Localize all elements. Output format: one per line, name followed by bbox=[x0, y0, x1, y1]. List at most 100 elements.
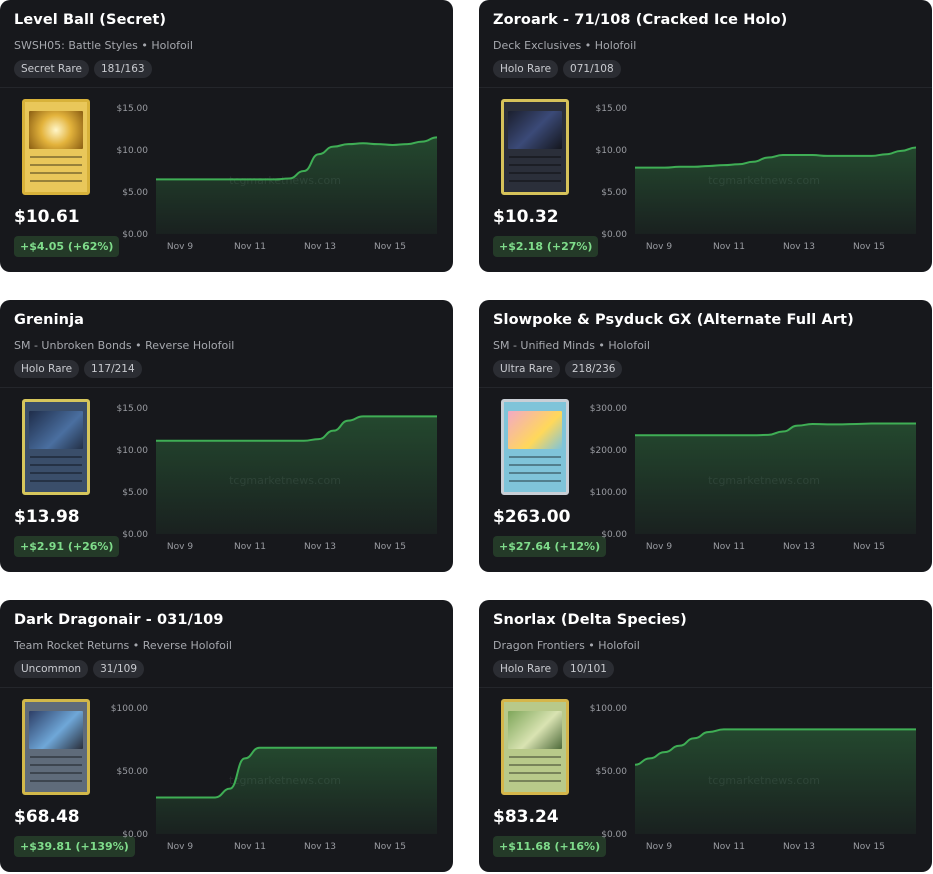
y-tick-label: $15.00 bbox=[117, 104, 149, 114]
price-card[interactable]: Slowpoke & Psyduck GX (Alternate Full Ar… bbox=[479, 300, 932, 572]
price-line bbox=[635, 422, 916, 437]
y-tick-label: $0.00 bbox=[601, 230, 627, 240]
rarity-badge: Ultra Rare bbox=[493, 360, 560, 378]
x-tick-label: Nov 15 bbox=[853, 242, 885, 252]
y-tick-label: $5.00 bbox=[601, 188, 627, 198]
x-tick-label: Nov 11 bbox=[713, 242, 745, 252]
card-subtitle: Team Rocket Returns • Reverse Holofoil bbox=[14, 639, 232, 652]
badge-row: Ultra Rare 218/236 bbox=[493, 360, 623, 378]
x-tick-label: Nov 11 bbox=[234, 242, 266, 252]
card-image[interactable] bbox=[22, 699, 90, 795]
card-subtitle: SM - Unbroken Bonds • Reverse Holofoil bbox=[14, 339, 235, 352]
card-title[interactable]: Snorlax (Delta Species) bbox=[493, 612, 687, 628]
card-text-line bbox=[509, 180, 561, 182]
card-text-line bbox=[30, 172, 82, 174]
card-title[interactable]: Greninja bbox=[14, 312, 85, 328]
x-tick-label: Nov 15 bbox=[374, 242, 406, 252]
card-text-line bbox=[509, 464, 561, 466]
card-text-line bbox=[509, 480, 561, 482]
price-area bbox=[635, 147, 916, 234]
price-change-badge: +$4.05 (+62%) bbox=[14, 236, 120, 257]
card-image[interactable] bbox=[501, 699, 569, 795]
y-tick-label: $100.00 bbox=[590, 488, 627, 498]
card-text-line bbox=[509, 764, 561, 766]
divider bbox=[0, 387, 453, 388]
y-tick-label: $5.00 bbox=[122, 488, 148, 498]
price-area bbox=[156, 416, 437, 534]
x-tick-label: Nov 11 bbox=[234, 842, 266, 852]
y-tick-label: $0.00 bbox=[122, 530, 148, 540]
x-tick-label: Nov 13 bbox=[783, 842, 815, 852]
divider bbox=[479, 687, 932, 688]
y-tick-label: $0.00 bbox=[601, 530, 627, 540]
card-subtitle: Deck Exclusives • Holofoil bbox=[493, 39, 637, 52]
x-tick-label: Nov 9 bbox=[646, 842, 672, 852]
card-text-line bbox=[30, 456, 82, 458]
card-text-line bbox=[30, 472, 82, 474]
card-text-line bbox=[30, 480, 82, 482]
card-number-badge: 218/236 bbox=[564, 360, 623, 378]
price-change-badge: +$2.18 (+27%) bbox=[493, 236, 599, 257]
card-image[interactable] bbox=[22, 399, 90, 495]
y-tick-label: $15.00 bbox=[596, 104, 628, 114]
price-line bbox=[635, 146, 917, 169]
card-subtitle: Dragon Frontiers • Holofoil bbox=[493, 639, 640, 652]
x-tick-label: Nov 9 bbox=[167, 242, 193, 252]
rarity-badge: Uncommon bbox=[14, 660, 89, 678]
card-text-line bbox=[509, 156, 561, 158]
card-number-badge: 181/163 bbox=[93, 60, 152, 78]
divider bbox=[0, 687, 453, 688]
y-tick-label: $10.00 bbox=[596, 146, 628, 156]
x-tick-label: Nov 11 bbox=[713, 842, 745, 852]
price-chart: $300.00 $200.00 $100.00 $0.00 Nov 9 Nov 11 Nov… bbox=[590, 404, 917, 552]
current-price: $68.48 bbox=[14, 807, 80, 827]
x-tick-label: Nov 13 bbox=[783, 542, 815, 552]
price-chart: $100.00 $50.00 $0.00 Nov 9 Nov 11 Nov 13 Nov 1… bbox=[590, 704, 917, 852]
card-text-line bbox=[30, 772, 82, 774]
card-art bbox=[29, 711, 83, 749]
x-tick-label: Nov 9 bbox=[167, 542, 193, 552]
divider bbox=[479, 387, 932, 388]
rarity-badge: Secret Rare bbox=[14, 60, 89, 78]
current-price: $13.98 bbox=[14, 507, 80, 527]
price-change-badge: +$27.64 (+12%) bbox=[493, 536, 607, 557]
price-chart: $15.00 $10.00 $5.00 $0.00 Nov 9 Nov 11 Nov 13 N… bbox=[117, 104, 438, 252]
card-image[interactable] bbox=[501, 399, 569, 495]
y-tick-label: $50.00 bbox=[596, 767, 628, 777]
card-text-line bbox=[509, 472, 561, 474]
card-image[interactable] bbox=[501, 99, 569, 195]
price-area bbox=[156, 137, 437, 234]
card-title[interactable]: Dark Dragonair - 031/109 bbox=[14, 612, 224, 628]
price-card[interactable]: Zoroark - 71/108 (Cracked Ice Holo) Deck … bbox=[479, 0, 932, 272]
x-tick-label: Nov 15 bbox=[374, 542, 406, 552]
x-tick-label: Nov 13 bbox=[783, 242, 815, 252]
price-change-badge: +$39.81 (+139%) bbox=[14, 836, 135, 857]
y-tick-label: $0.00 bbox=[601, 830, 627, 840]
price-card[interactable]: Level Ball (Secret) SWSH05: Battle Styles… bbox=[0, 0, 453, 272]
card-text-line bbox=[509, 756, 561, 758]
price-line bbox=[634, 728, 916, 766]
x-tick-label: Nov 13 bbox=[304, 242, 336, 252]
x-tick-label: Nov 15 bbox=[374, 842, 406, 852]
card-title[interactable]: Level Ball (Secret) bbox=[14, 12, 167, 28]
price-card[interactable]: Dark Dragonair - 031/109 Team Rocket Retu… bbox=[0, 600, 453, 872]
price-chart: $100.00 $50.00 $0.00 Nov 9 Nov 11 Nov 13 Nov 1… bbox=[111, 704, 438, 852]
x-tick-label: Nov 11 bbox=[713, 542, 745, 552]
price-card[interactable]: Greninja SM - Unbroken Bonds • Reverse Ho… bbox=[0, 300, 453, 572]
card-title[interactable]: Zoroark - 71/108 (Cracked Ice Holo) bbox=[493, 12, 788, 28]
price-card[interactable]: Snorlax (Delta Species) Dragon Frontiers … bbox=[479, 600, 932, 872]
y-tick-label: $300.00 bbox=[590, 404, 627, 414]
price-line bbox=[156, 746, 437, 799]
x-tick-label: Nov 9 bbox=[167, 842, 193, 852]
x-tick-label: Nov 11 bbox=[234, 542, 266, 552]
badge-row: Uncommon 31/109 bbox=[14, 660, 145, 678]
card-art bbox=[508, 411, 562, 449]
badge-row: Holo Rare 071/108 bbox=[493, 60, 621, 78]
current-price: $83.24 bbox=[493, 807, 559, 827]
card-number-badge: 117/214 bbox=[84, 360, 142, 378]
x-tick-label: Nov 13 bbox=[304, 542, 336, 552]
card-title[interactable]: Slowpoke & Psyduck GX (Alternate Full Ar… bbox=[493, 312, 854, 328]
badge-row: Secret Rare 181/163 bbox=[14, 60, 152, 78]
card-image[interactable] bbox=[22, 99, 90, 195]
card-subtitle: SWSH05: Battle Styles • Holofoil bbox=[14, 39, 193, 52]
